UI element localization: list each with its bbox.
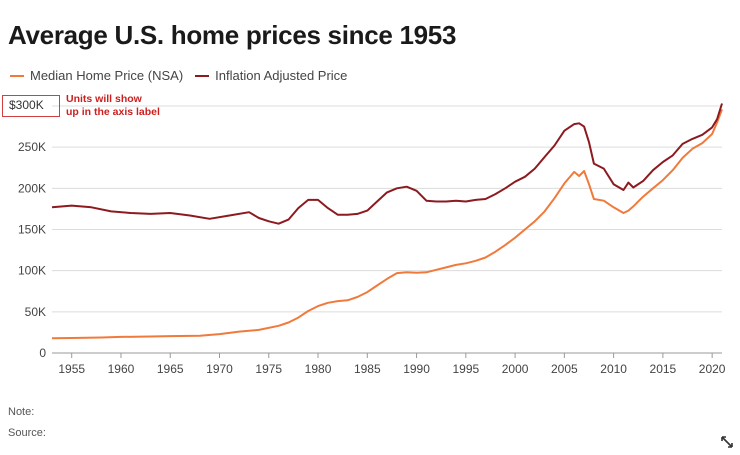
- y-tick-label-3: 150K: [18, 223, 46, 237]
- x-tick-label-11: 2010: [600, 362, 627, 376]
- x-tick-label-12: 2015: [650, 362, 677, 376]
- x-tick-label-10: 2005: [551, 362, 578, 376]
- y-axis-top-label: $300K: [9, 98, 44, 112]
- expand-icon[interactable]: [720, 435, 734, 449]
- legend-swatch-inflation: [195, 74, 210, 77]
- annotation-note: Units will show up in the axis label: [66, 93, 186, 119]
- y-axis-unit-annotation-box: $300K: [2, 95, 60, 117]
- x-tick-label-3: 1970: [206, 362, 233, 376]
- series-line-median: [51, 108, 723, 340]
- x-tick-label-0: 1955: [58, 362, 85, 376]
- y-tick-label-0: 0: [39, 346, 46, 360]
- footer-note: Note:: [8, 406, 35, 418]
- legend-item-inflation: Inflation Adjusted Price: [195, 68, 347, 83]
- x-tick-label-13: 2020: [699, 362, 726, 376]
- footer-source: Source:: [8, 427, 46, 439]
- y-tick-label-2: 100K: [18, 264, 46, 278]
- y-tick-label-4: 200K: [18, 181, 46, 195]
- x-tick-label-8: 1995: [452, 362, 479, 376]
- series-line-inflation: [51, 103, 723, 225]
- x-tick-label-5: 1980: [305, 362, 332, 376]
- legend-label-inflation: Inflation Adjusted Price: [215, 68, 348, 83]
- x-tick-label-4: 1975: [255, 362, 282, 376]
- x-tick-label-6: 1985: [354, 362, 381, 376]
- x-tick-label-1: 1960: [108, 362, 135, 376]
- legend-label-median: Median Home Price (NSA): [30, 68, 184, 83]
- legend: Median Home Price (NSA) Inflation Adjust…: [10, 68, 359, 83]
- legend-item-median: Median Home Price (NSA): [10, 68, 183, 83]
- annotation-note-line1: Units will show: [66, 93, 142, 105]
- legend-swatch-median: [10, 74, 24, 77]
- annotation-note-line2: up in the axis label: [66, 106, 160, 118]
- x-tick-label-9: 2000: [502, 362, 529, 376]
- y-tick-label-5: 250K: [18, 140, 46, 154]
- x-tick-label-7: 1990: [403, 362, 430, 376]
- x-tick-label-2: 1965: [157, 362, 184, 376]
- y-tick-label-1: 50K: [25, 305, 46, 319]
- page-title: Average U.S. home prices since 1953: [8, 20, 457, 50]
